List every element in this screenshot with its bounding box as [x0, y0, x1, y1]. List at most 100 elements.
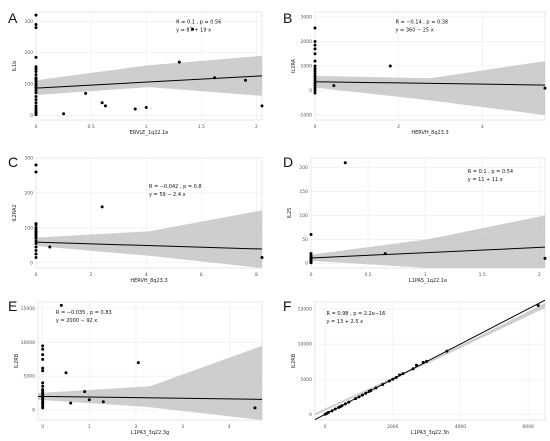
data-point [101, 400, 105, 404]
data-point [69, 401, 73, 405]
data-point [243, 78, 247, 82]
x-tick-label: 2 [397, 124, 400, 130]
x-tick-label: 0.5 [364, 272, 371, 278]
x-tick-label: 2 [90, 272, 93, 278]
data-point [313, 91, 317, 95]
data-point [48, 245, 52, 249]
data-point [103, 104, 107, 108]
x-tick-label: 4 [481, 124, 484, 130]
data-point [34, 256, 38, 260]
data-point [64, 371, 68, 375]
data-point [313, 79, 317, 83]
data-point [87, 398, 91, 402]
regression-line [35, 75, 263, 89]
data-point [313, 47, 317, 51]
data-point [34, 104, 38, 108]
data-point [309, 233, 313, 237]
data-point [313, 74, 317, 78]
data-point [34, 113, 38, 117]
stats-annotation: y = 11 + 11 x [468, 177, 503, 183]
scatter-plot-c: 0 2 4 6 8 0 100 200 300 HERVH_8q23.3 IL2RA2 R = −0.… [12, 156, 264, 284]
x-tick-label: 1.5 [479, 272, 486, 278]
x-tick-label: 0.5 [88, 124, 95, 130]
data-point [381, 383, 385, 387]
y-tick-label: 15000 [298, 307, 312, 313]
data-point [260, 104, 264, 108]
y-tick-label: 0 [30, 113, 33, 119]
data-point [34, 252, 38, 256]
data-point [364, 391, 368, 395]
data-point [536, 304, 540, 308]
panel-f: F 0 2000 4000 6000 0 5000 10000 15000 L1PA3_3q22… [275, 292, 550, 441]
y-axis-label: IL2RB [14, 353, 20, 368]
y-tick-label: 0 [309, 412, 312, 418]
data-point [41, 381, 45, 385]
panel-letter-b: B [283, 10, 293, 26]
data-point [260, 256, 264, 260]
data-point [313, 59, 317, 63]
data-point [34, 86, 38, 90]
x-tick-label: 2 [255, 124, 258, 130]
data-point [34, 73, 38, 77]
y-tick-label: 50 [302, 237, 308, 243]
confidence-band [315, 61, 545, 116]
data-point [347, 400, 351, 404]
data-point [136, 361, 140, 365]
regression-line [37, 395, 263, 400]
stats-annotation: y = 360 − 25 x [396, 27, 434, 33]
data-point [34, 239, 38, 243]
data-point [313, 52, 317, 56]
regression-line [310, 246, 546, 259]
y-tick-label: 1000 [301, 64, 313, 70]
data-point [34, 23, 38, 27]
data-point [394, 376, 398, 380]
data-point [327, 410, 331, 414]
stats-annotation: y = 13 + 2.5 x [327, 319, 364, 325]
data-point [354, 397, 358, 401]
confidence-band [38, 345, 262, 420]
regression-line [314, 299, 546, 421]
data-point [41, 384, 45, 388]
data-point [332, 84, 336, 88]
data-point [34, 88, 38, 92]
data-point [374, 386, 378, 390]
stats-annotation: R = −0.042 , p = 0.8 [149, 184, 202, 190]
data-point [330, 409, 334, 413]
x-tick-label: 4000 [455, 424, 467, 430]
stats-annotation: R = 0.1 , p = 0.54 [468, 169, 513, 175]
data-point [34, 245, 38, 249]
y-tick-label: 300 [24, 19, 33, 25]
data-point [34, 170, 38, 174]
y-tick-label: 0 [309, 88, 312, 94]
panel-b: B 0 2 4 -1000 0 1000 2000 3000 HERVH_8q23.3 IL2RA… [275, 0, 550, 146]
y-axis-label: IL2RA [291, 58, 297, 73]
y-tick-label: 5000 [301, 377, 313, 383]
data-point [59, 303, 63, 307]
data-point [313, 71, 317, 75]
panel-letter-e: E [8, 298, 18, 314]
x-tick-label: 0 [324, 424, 327, 430]
data-point [84, 91, 88, 95]
data-point [34, 95, 38, 99]
scatter-plot-e: 0 1 2 3 4 0 5000 10000 15000 L1PA3_3q22.3g IL2RB R … [14, 301, 263, 436]
data-point [177, 60, 181, 64]
scatter-plot-d: 0 0.5 1 1.5 2 0 50 100 150 200 L1PA5_1q22.1e IL25 R … [287, 157, 547, 284]
panel-letter-a: A [8, 10, 18, 26]
data-point [41, 406, 45, 410]
data-point [34, 163, 38, 167]
data-point [333, 407, 337, 411]
panel-a: A 0 0.5 1 1.5 2 0 100 200 300 ERVLE_1q22.1e IL1b R … [0, 0, 270, 146]
y-tick-label: 10000 [298, 342, 312, 348]
data-point [313, 69, 317, 73]
data-point [34, 55, 38, 59]
data-point [34, 249, 38, 253]
data-point [34, 101, 38, 105]
stats-annotation: R = −0.14 , p = 0.38 [396, 19, 449, 25]
x-tick-label: 1 [424, 272, 427, 278]
data-point [313, 89, 317, 93]
x-axis-label: HERVH_8q23.3 [411, 130, 448, 136]
x-tick-label: 0 [314, 124, 317, 130]
stats-annotation: y = 2000 − 92 x [56, 318, 97, 324]
data-point [41, 366, 45, 370]
confidence-band [36, 210, 262, 268]
